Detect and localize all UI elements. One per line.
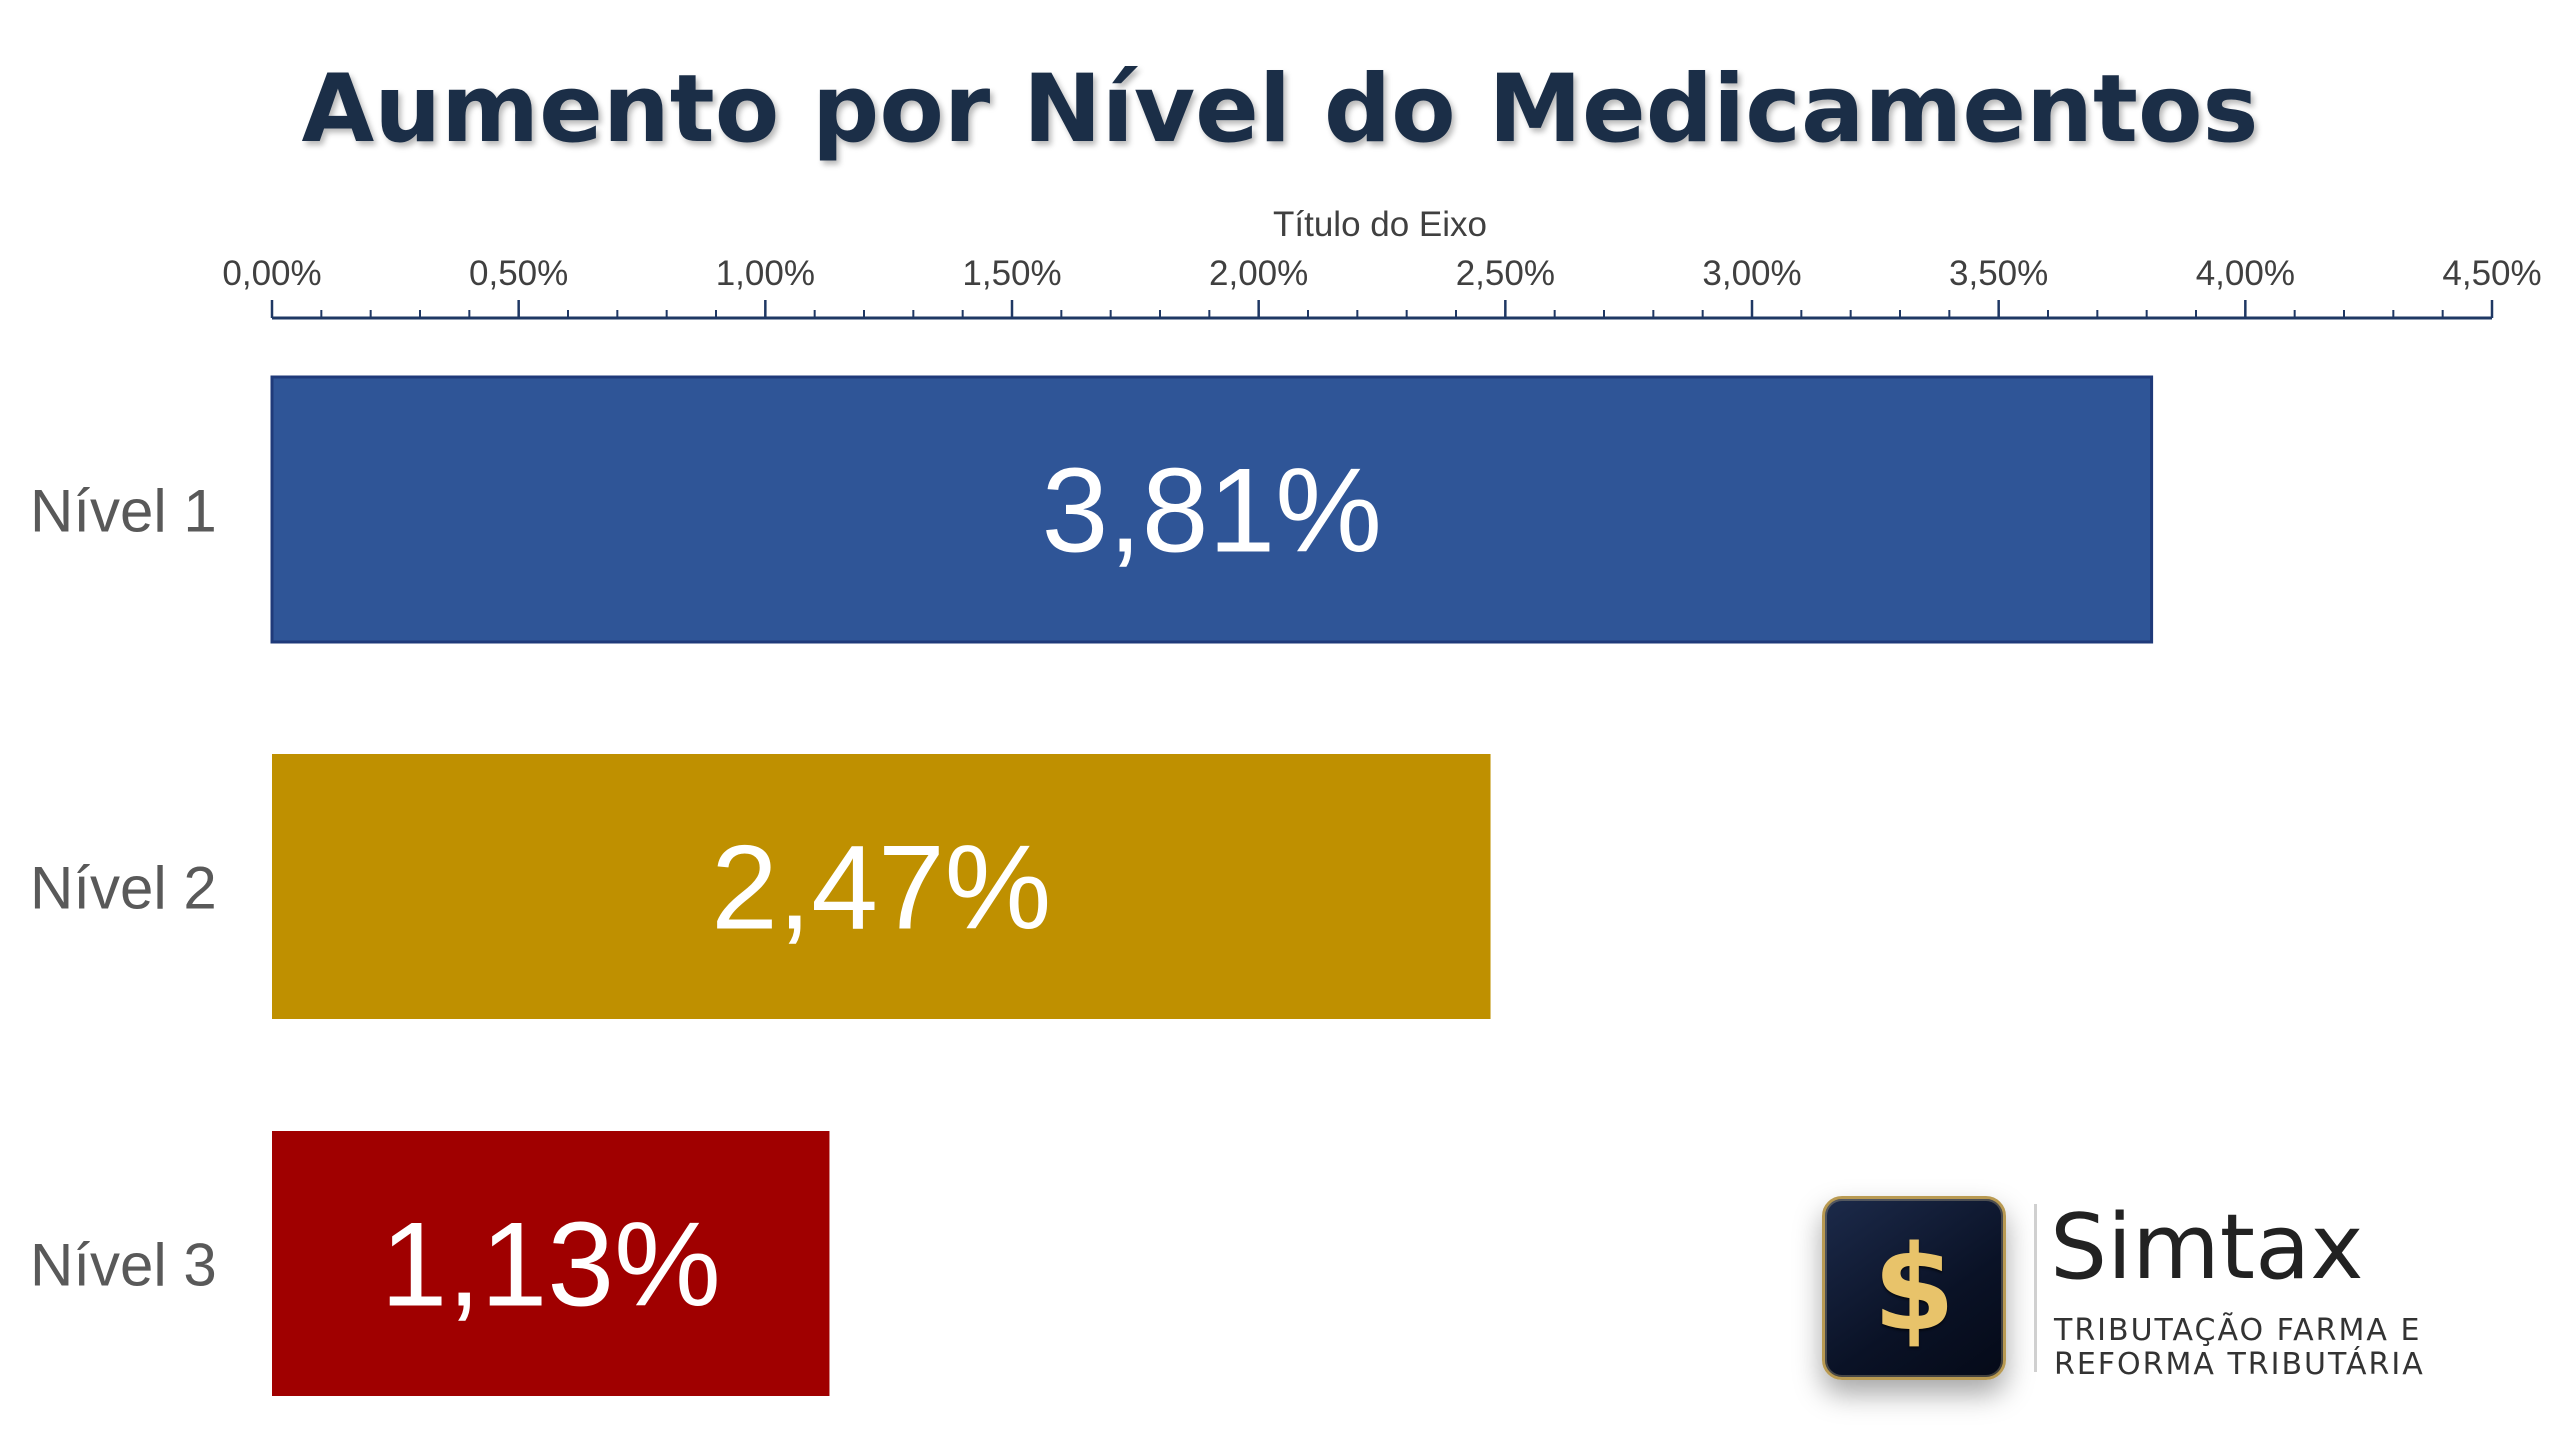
category-label: Nível 2 xyxy=(30,855,217,922)
x-axis-title: Título do Eixo xyxy=(1273,205,1487,244)
data-label: 3,81% xyxy=(1042,444,1382,578)
labels: Nível 1 3,81% Nível 2 2,47% Nível 3 1,13% xyxy=(30,444,1382,1332)
x-tick-label: 4,50% xyxy=(2442,254,2541,293)
data-label: 1,13% xyxy=(381,1198,721,1332)
data-label: 2,47% xyxy=(711,821,1051,955)
logo-tagline-line2: REFORMA TRIBUTÁRIA xyxy=(2054,1347,2425,1382)
category-label: Nível 3 xyxy=(30,1232,217,1299)
x-tick-label: 3,50% xyxy=(1949,254,2048,293)
simtax-logo: $ Simtax TRIBUTAÇÃO FARMA E REFORMA TRIB… xyxy=(1812,1178,2452,1398)
x-tick-label: 2,00% xyxy=(1209,254,1308,293)
x-tick-label: 0,00% xyxy=(222,254,321,293)
x-tick-label: 1,00% xyxy=(716,254,815,293)
x-tick-label: 2,50% xyxy=(1456,254,1555,293)
category-label: Nível 1 xyxy=(30,478,217,545)
x-tick-label: 4,00% xyxy=(2196,254,2295,293)
bar-3 xyxy=(272,1131,830,1396)
chart-title: Aumento por Nível do Medicamentos xyxy=(301,55,2259,164)
bars xyxy=(270,375,2154,1396)
bar-2 xyxy=(272,754,1491,1019)
x-tick-label: 0,50% xyxy=(469,254,568,293)
logo-badge: $ xyxy=(1822,1196,2006,1380)
logo-name: Simtax xyxy=(2050,1195,2364,1300)
logo-tagline-line1: TRIBUTAÇÃO FARMA E xyxy=(2054,1313,2422,1348)
logo-divider xyxy=(2034,1204,2037,1372)
x-tick-label: 3,00% xyxy=(1702,254,1801,293)
x-tick-label: 1,50% xyxy=(962,254,1061,293)
x-axis: 0,00% 0,50% 1,00% 1,50% 2,00% 2,50% 3,00% 3,50%… xyxy=(222,254,2542,320)
bar-1 xyxy=(270,375,2154,644)
dollar-sign-icon: $ xyxy=(1872,1219,1956,1357)
